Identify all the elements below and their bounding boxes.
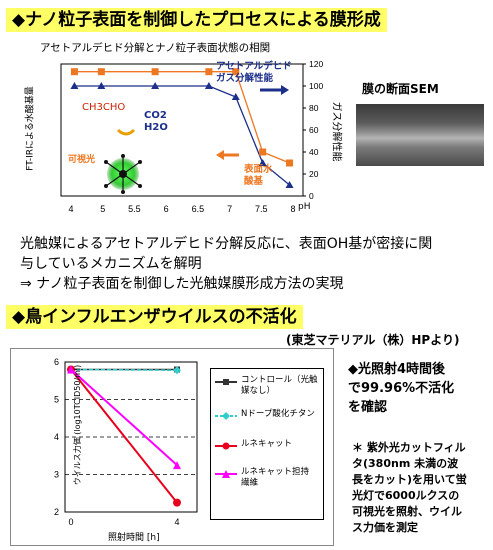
section1-title: ◆ナノ粒子表面を制御したプロセスによる膜形成 — [6, 8, 387, 32]
data-point — [70, 68, 78, 76]
x-tick-label: 0 — [68, 517, 73, 527]
data-point — [67, 365, 75, 374]
data-point — [232, 68, 240, 76]
x-tick-label: 5.5 — [128, 204, 141, 214]
annotation-co2: CO2 — [144, 110, 167, 121]
data-point — [258, 159, 267, 166]
note-block: ＊ 紫外光カットフィル タ(380nm 未満の波 長をカット)を用いて蛍 光灯で… — [352, 440, 490, 536]
data-point — [285, 181, 294, 188]
chart1-labels: FT-IRによる水酸基量 ガス分解性能 pH アセトアルデヒドガス分解性能 CH… — [6, 52, 346, 224]
y-tick-label: 60 — [309, 125, 319, 135]
chart1-legend-label: アセトアルデヒドガス分解性能 — [216, 61, 292, 84]
chart2-xlabel: 照射時間 [h] — [108, 533, 160, 543]
note-line: ス力価を測定 — [352, 521, 418, 534]
particle-diagram — [104, 128, 142, 194]
data-point — [151, 82, 160, 89]
data-point — [286, 159, 294, 167]
result-line3: を確認 — [348, 400, 388, 415]
y-tick-label: 40 — [309, 147, 319, 157]
y-tick-label: 6 — [54, 357, 59, 367]
data-point — [97, 82, 106, 89]
chart2: 2 3 4 5 6 0 4 — [54, 357, 198, 527]
source-note: (東芝マテリアル（株）HPより) — [286, 333, 460, 347]
data-point — [151, 68, 159, 76]
sem-label: 膜の断面SEM — [362, 82, 439, 96]
note-line: 長をカット)を用いて蛍 — [352, 473, 467, 486]
annotation-h2o: H2O — [144, 122, 168, 133]
chart1-ylabel-left: FT-IRによる水酸基量 — [25, 86, 36, 171]
series-line — [70, 368, 178, 466]
y-tick-label: 5 — [54, 395, 59, 405]
chart1-ylabel-right: ガス分解性能 — [330, 101, 342, 162]
result-line1: ◆光照射4時間後 — [348, 362, 446, 377]
data-point — [173, 461, 181, 470]
series-line — [70, 368, 178, 504]
chart2-ylabel: ウイルス力価 (log10TCID50/ml) — [73, 364, 82, 486]
desc-line3: ⇒ ナノ粒子表面を制御した光触媒膜形成方法の実現 — [20, 276, 344, 292]
result-line2: で99.96%不活化 — [348, 381, 455, 396]
x-tick-label: 6.5 — [192, 204, 205, 214]
data-point — [231, 93, 240, 100]
x-tick-label: 4 — [174, 517, 179, 527]
desc-line1: 光触媒によるアセトアルデヒド分解反応に、表面OH基が密接に関 — [20, 236, 433, 252]
desc-line2: 与しているメカニズムを解明 — [20, 256, 202, 272]
data-point — [205, 68, 213, 76]
data-point — [97, 68, 105, 76]
data-point — [204, 82, 213, 89]
y-tick-label: 3 — [54, 470, 59, 480]
annotation-ch3cho: CH3CHO — [82, 102, 126, 113]
chart1-xlabel: pH — [298, 202, 311, 212]
data-point — [259, 148, 267, 156]
y-tick-label: 120 — [309, 59, 323, 69]
y-tick-label: 100 — [309, 81, 323, 91]
data-point — [173, 366, 181, 375]
note-line: タ(380nm 未満の波 — [352, 457, 459, 470]
chart1-title: アセトアルデヒド分解とナノ粒子表面状態の相関 — [40, 42, 271, 54]
note-line: 光灯で6000ルクスの — [352, 489, 460, 502]
data-point — [70, 82, 79, 89]
y-tick-label: 0 — [309, 191, 314, 201]
x-tick-label: 4 — [68, 204, 73, 214]
note-line: ＊ 紫外光カットフィル — [352, 441, 466, 454]
chart2-legend: コントロール（光触媒なし） Nドープ酸化チタン ルネキャット ルネキャット担持繊… — [210, 368, 324, 520]
reaction-arrow-icon — [116, 128, 136, 136]
y-tick-label: 80 — [309, 103, 319, 113]
x-tick-label: 8 — [290, 204, 295, 214]
legend-arrow-icon — [260, 85, 289, 95]
annotation-visible-light: 可視光 — [68, 155, 96, 165]
annotation-surface-oh: 表面水酸基 — [244, 164, 273, 187]
sem-image — [356, 104, 484, 166]
x-tick-label: 6 — [164, 204, 169, 214]
data-point — [173, 498, 181, 507]
x-tick-label: 7 — [227, 204, 232, 214]
x-tick-label: 5 — [100, 204, 105, 214]
note-line: 可視光を照射、ウイル — [352, 505, 462, 518]
y-tick-label: 4 — [54, 432, 59, 442]
orange-arrow-icon — [216, 150, 239, 160]
y-tick-label: 20 — [309, 169, 319, 179]
y-tick-label: 2 — [54, 507, 59, 517]
x-tick-label: 7.5 — [255, 204, 268, 214]
section2-title: ◆鳥インフルエンザウイルスの不活化 — [6, 305, 303, 329]
